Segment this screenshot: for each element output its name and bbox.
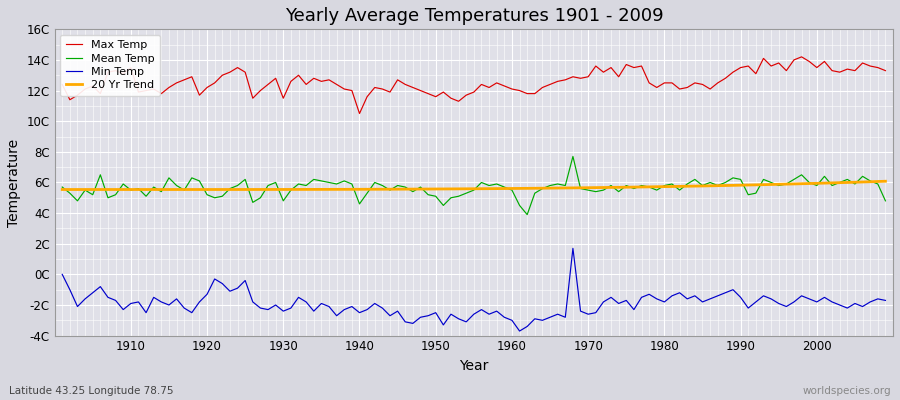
20 Yr Trend: [57, 187, 68, 192]
Title: Yearly Average Temperatures 1901 - 2009: Yearly Average Temperatures 1901 - 2009: [284, 7, 663, 25]
20 Yr Trend: [514, 186, 525, 191]
20 Yr Trend: [880, 179, 891, 184]
Max Temp: [57, 82, 68, 87]
Min Temp: [331, 313, 342, 318]
Max Temp: [507, 87, 517, 92]
Mean Temp: [331, 182, 342, 186]
Mean Temp: [880, 198, 891, 203]
Min Temp: [285, 306, 296, 310]
Max Temp: [354, 111, 364, 116]
20 Yr Trend: [606, 185, 616, 190]
Min Temp: [514, 329, 525, 334]
Line: 20 Yr Trend: 20 Yr Trend: [62, 181, 886, 190]
Max Temp: [606, 65, 616, 70]
Mean Temp: [118, 182, 129, 186]
Line: Max Temp: Max Temp: [62, 57, 886, 114]
Min Temp: [613, 301, 624, 306]
Max Temp: [118, 71, 129, 76]
Mean Temp: [522, 212, 533, 217]
Min Temp: [57, 272, 68, 277]
Mean Temp: [285, 188, 296, 192]
Min Temp: [507, 318, 517, 323]
Min Temp: [118, 307, 129, 312]
Min Temp: [568, 246, 579, 251]
Min Temp: [880, 298, 891, 303]
Max Temp: [880, 68, 891, 73]
Min Temp: [499, 315, 509, 320]
Mean Temp: [568, 154, 579, 159]
20 Yr Trend: [164, 187, 175, 192]
Mean Temp: [507, 188, 517, 192]
20 Yr Trend: [339, 187, 350, 192]
Max Temp: [331, 82, 342, 87]
20 Yr Trend: [507, 186, 517, 191]
Mean Temp: [499, 185, 509, 190]
X-axis label: Year: Year: [459, 359, 489, 373]
Y-axis label: Temperature: Temperature: [7, 138, 21, 226]
Text: worldspecies.org: worldspecies.org: [803, 386, 891, 396]
Max Temp: [514, 88, 525, 93]
Mean Temp: [613, 189, 624, 194]
Text: Latitude 43.25 Longitude 78.75: Latitude 43.25 Longitude 78.75: [9, 386, 174, 396]
Legend: Max Temp, Mean Temp, Min Temp, 20 Yr Trend: Max Temp, Mean Temp, Min Temp, 20 Yr Tre…: [60, 35, 160, 96]
Mean Temp: [57, 185, 68, 190]
Line: Min Temp: Min Temp: [62, 248, 886, 331]
Max Temp: [796, 54, 807, 59]
20 Yr Trend: [293, 187, 304, 192]
Line: Mean Temp: Mean Temp: [62, 156, 886, 215]
Max Temp: [285, 79, 296, 84]
20 Yr Trend: [118, 187, 129, 192]
